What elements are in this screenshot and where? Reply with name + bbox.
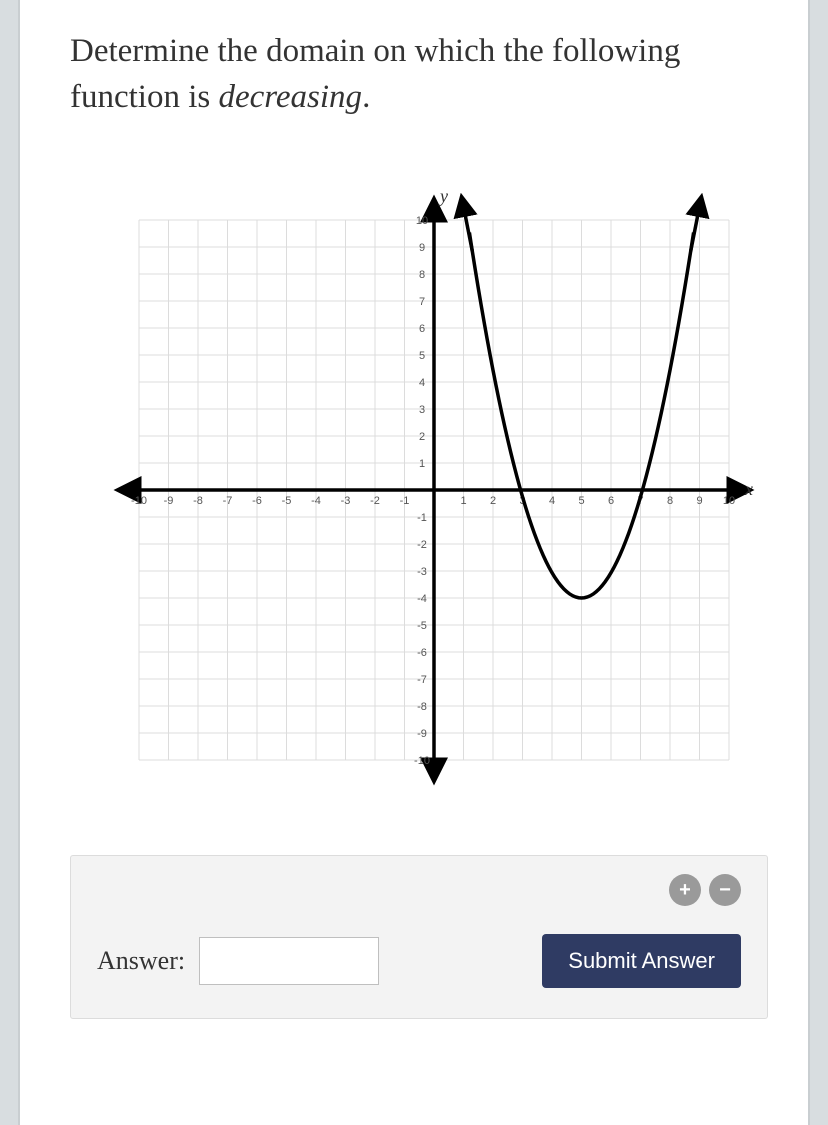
question-card: Determine the domain on which the follow… [18, 0, 810, 1125]
svg-text:8: 8 [667, 495, 673, 507]
svg-text:2: 2 [490, 495, 496, 507]
minus-icon: − [719, 880, 731, 900]
svg-text:x: x [744, 479, 753, 499]
question-suffix: . [362, 79, 370, 115]
svg-text:3: 3 [419, 404, 425, 416]
svg-text:-1: -1 [400, 495, 410, 507]
svg-text:-9: -9 [417, 728, 427, 740]
answer-input[interactable] [199, 937, 379, 985]
svg-text:-5: -5 [282, 495, 292, 507]
svg-text:2: 2 [419, 431, 425, 443]
answer-panel: + − Answer: Submit Answer [70, 855, 768, 1019]
svg-text:-5: -5 [417, 620, 427, 632]
question-text: Determine the domain on which the follow… [70, 28, 768, 120]
svg-text:-10: -10 [131, 495, 147, 507]
svg-text:1: 1 [460, 495, 466, 507]
svg-text:10: 10 [723, 495, 735, 507]
svg-text:-6: -6 [417, 647, 427, 659]
svg-text:-4: -4 [311, 495, 321, 507]
svg-text:-3: -3 [417, 566, 427, 578]
svg-text:-4: -4 [417, 593, 427, 605]
svg-text:-2: -2 [417, 539, 427, 551]
graph-container: -10 -9 -8 -7 -6 -5 -4 -3 -2 -1 1 2 3 4 5 6 7 8 9 10 -10 -9 -8 -… [70, 180, 768, 800]
svg-text:-3: -3 [341, 495, 351, 507]
svg-text:6: 6 [608, 495, 614, 507]
plus-icon: + [679, 880, 691, 900]
svg-text:-2: -2 [370, 495, 380, 507]
svg-text:-8: -8 [193, 495, 203, 507]
svg-text:-9: -9 [164, 495, 174, 507]
svg-text:-1: -1 [417, 512, 427, 524]
svg-text:9: 9 [419, 242, 425, 254]
svg-text:8: 8 [419, 269, 425, 281]
svg-text:-7: -7 [223, 495, 233, 507]
svg-text:6: 6 [419, 323, 425, 335]
page-container: Determine the domain on which the follow… [0, 0, 828, 1125]
add-remove-row: + − [97, 874, 741, 906]
svg-text:1: 1 [419, 458, 425, 470]
question-emphasis: decreasing [218, 79, 362, 115]
svg-text:9: 9 [696, 495, 702, 507]
svg-text:4: 4 [419, 377, 425, 389]
svg-text:7: 7 [419, 296, 425, 308]
svg-text:-6: -6 [252, 495, 262, 507]
svg-text:-7: -7 [417, 674, 427, 686]
svg-text:y: y [438, 186, 448, 206]
svg-text:5: 5 [578, 495, 584, 507]
answer-label: Answer: [97, 946, 185, 976]
svg-text:5: 5 [419, 350, 425, 362]
svg-text:10: 10 [416, 215, 428, 227]
function-graph: -10 -9 -8 -7 -6 -5 -4 -3 -2 -1 1 2 3 4 5 6 7 8 9 10 -10 -9 -8 -… [79, 180, 759, 800]
remove-button[interactable]: − [709, 874, 741, 906]
svg-text:4: 4 [549, 495, 555, 507]
answer-row: Answer: Submit Answer [97, 934, 741, 988]
add-button[interactable]: + [669, 874, 701, 906]
svg-text:-10: -10 [414, 755, 430, 767]
question-prefix: Determine the domain on which the follow… [70, 33, 680, 115]
submit-answer-button[interactable]: Submit Answer [542, 934, 741, 988]
svg-text:-8: -8 [417, 701, 427, 713]
